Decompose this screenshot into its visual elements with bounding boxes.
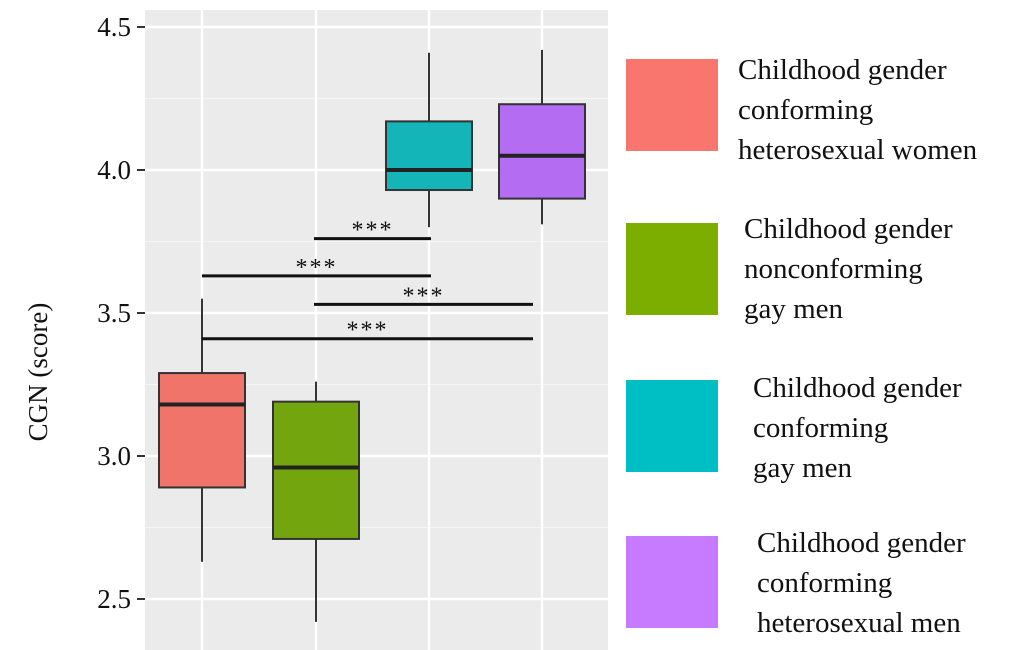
y-tick-label: 4.5 — [97, 12, 131, 42]
box-series — [158, 49, 586, 622]
box-body — [272, 400, 360, 540]
y-tick-label: 3.5 — [97, 298, 131, 328]
significance-label: *** — [352, 218, 394, 244]
box-1 — [158, 298, 246, 562]
significance-label: *** — [403, 283, 445, 309]
y-tick-label: 3.0 — [97, 441, 131, 471]
box-4 — [498, 49, 586, 225]
significance-label: *** — [347, 318, 389, 344]
box-body — [158, 372, 246, 489]
y-axis: 2.5 3.0 3.5 4.0 4.5 — [97, 12, 145, 614]
box-2 — [272, 381, 360, 622]
y-axis-title: CGN (score) — [23, 303, 53, 442]
significance-label: *** — [296, 255, 338, 281]
box-3 — [385, 52, 473, 228]
significance-brackets: *** *** *** *** — [202, 218, 533, 344]
box-body — [498, 103, 586, 200]
y-tick-label: 4.0 — [97, 155, 131, 185]
box-body — [385, 120, 473, 192]
y-tick-label: 2.5 — [97, 584, 131, 614]
